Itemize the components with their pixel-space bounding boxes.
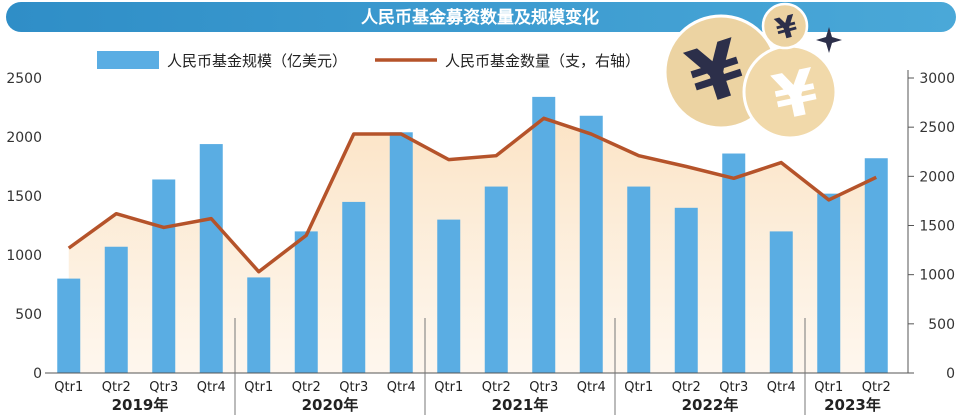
bar-14 [722, 153, 746, 373]
bar-13 [674, 207, 698, 373]
category-label: Qtr4 [767, 380, 796, 395]
year-label: 2019年 [112, 396, 169, 414]
left-tick-label: 1500 [6, 189, 42, 205]
category-label: Qtr4 [197, 380, 226, 395]
category-label: Qtr1 [624, 380, 653, 395]
plot-layer: 0 500 1000 1500 2000 2500 0 500 1000 1500 2000 2500… [6, 70, 955, 415]
bar-2 [152, 179, 176, 373]
right-tick-label: 0 [946, 366, 955, 382]
category-label: Qtr3 [719, 380, 748, 395]
bar-17 [864, 158, 888, 373]
chart-title: 人民币基金募资数量及规模变化 [361, 7, 599, 28]
bar-12 [627, 186, 651, 373]
bar-16 [817, 193, 841, 373]
bar-1 [104, 246, 128, 373]
bar-10 [532, 96, 556, 373]
legend: 人民币基金规模（亿美元） 人民币基金数量（支，右轴） [97, 51, 640, 70]
year-label: 2023年 [824, 396, 881, 414]
bar-4 [247, 277, 271, 373]
bar-8 [437, 219, 461, 373]
right-tick-label: 1500 [919, 219, 955, 235]
right-tick-label: 1000 [919, 268, 955, 284]
category-label: Qtr2 [482, 380, 511, 395]
right-tick-label: 2000 [919, 169, 955, 185]
right-tick-label: 3000 [919, 71, 955, 87]
legend-bar-swatch [97, 51, 159, 69]
bar-15 [769, 231, 793, 373]
category-label: Qtr2 [102, 380, 131, 395]
bar-3 [199, 144, 223, 373]
category-label: Qtr2 [292, 380, 321, 395]
right-tick-label: 2500 [919, 120, 955, 136]
year-label: 2020年 [302, 396, 359, 414]
category-label: Qtr1 [434, 380, 463, 395]
category-label: Qtr1 [54, 380, 83, 395]
legend-bar-label: 人民币基金规模（亿美元） [167, 52, 347, 70]
left-tick-label: 2000 [6, 130, 42, 146]
left-tick-label: 1000 [6, 248, 42, 264]
left-tick-label: 0 [33, 366, 42, 382]
series-line [67, 116, 878, 274]
category-label: Qtr2 [862, 380, 891, 395]
yen-coins-icon: ¥ ¥ ¥ [663, 2, 842, 140]
category-label: Qtr3 [529, 380, 558, 395]
bar-0 [57, 278, 81, 373]
category-label: Qtr1 [244, 380, 273, 395]
legend-line-label: 人民币基金数量（支，右轴） [445, 52, 640, 70]
bar-6 [342, 201, 366, 373]
right-tick-label: 500 [928, 317, 955, 333]
year-label: 2022年 [682, 396, 739, 414]
bar-5 [294, 231, 318, 373]
bar-7 [389, 132, 413, 373]
category-label: Qtr3 [339, 380, 368, 395]
year-label: 2021年 [492, 396, 549, 414]
line-area-fill [68, 118, 877, 373]
category-label: Qtr4 [387, 380, 416, 395]
left-tick-label: 2500 [6, 71, 42, 87]
left-tick-label: 500 [15, 307, 42, 323]
category-label: Qtr3 [149, 380, 178, 395]
category-label: Qtr1 [814, 380, 843, 395]
bar-9 [484, 186, 508, 373]
bar-11 [579, 115, 603, 373]
category-label: Qtr4 [577, 380, 606, 395]
category-label: Qtr2 [672, 380, 701, 395]
